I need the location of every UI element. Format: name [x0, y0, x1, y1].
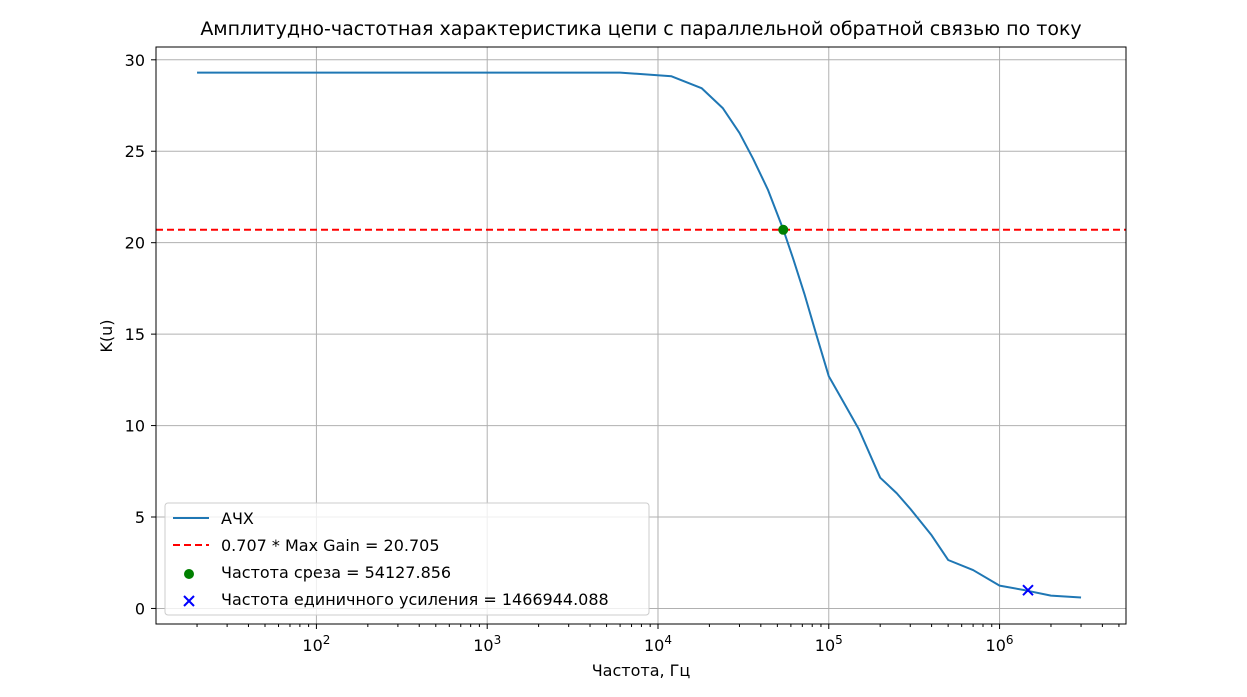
y-axis-label: K(u): [97, 319, 116, 352]
x-axis-label: Частота, Гц: [592, 661, 691, 680]
legend-box: [164, 502, 650, 616]
x-tick-label: 105: [815, 633, 843, 655]
y-tick-label: 0: [135, 599, 145, 618]
x-tick-base: 10: [473, 636, 493, 655]
x-tick-label: 103: [473, 633, 501, 655]
legend-swatch-circle: [184, 569, 194, 579]
x-tick-base: 10: [815, 636, 835, 655]
x-tick-base: 10: [986, 636, 1006, 655]
legend-label: АЧХ: [221, 509, 254, 528]
legend-entry: 0.707 * Max Gain = 20.705: [173, 536, 440, 555]
unity-gain-frequency-point: [1022, 584, 1034, 596]
x-tick-exponent: 4: [664, 633, 672, 647]
legend-label: 0.707 * Max Gain = 20.705: [221, 536, 440, 555]
legend-label: Частота среза = 54127.856: [221, 563, 451, 582]
x-tick-label: 102: [302, 633, 330, 655]
series: [197, 71, 1082, 599]
cutoff-frequency-point: [778, 224, 789, 235]
legend-swatch-x: [183, 595, 195, 607]
x-tick-exponent: 2: [323, 633, 331, 647]
legend-entry: АЧХ: [173, 509, 254, 528]
x-tick-exponent: 5: [835, 633, 843, 647]
series-line-achkh: [197, 71, 1082, 599]
y-tick-label: 15: [125, 325, 145, 344]
y-tick-label: 30: [125, 51, 145, 70]
chart-title: Амплитудно-частотная характеристика цепи…: [200, 18, 1081, 40]
x-tick-base: 10: [302, 636, 322, 655]
x-marker-stroke: [183, 595, 195, 607]
x-tick-label: 104: [644, 633, 672, 655]
legend-entry: Частота среза = 54127.856: [184, 563, 451, 582]
x-tick-exponent: 3: [494, 633, 502, 647]
x-tick-base: 10: [644, 636, 664, 655]
legend-label: Частота единичного усиления = 1466944.08…: [221, 590, 609, 609]
y-tick-label: 25: [125, 142, 145, 161]
y-tick-label: 5: [135, 508, 145, 527]
y-tick-label: 20: [125, 234, 145, 253]
legend-entry: Частота единичного усиления = 1466944.08…: [183, 590, 609, 609]
x-marker-stroke: [1022, 584, 1034, 596]
y-tick-label: 10: [125, 417, 145, 436]
x-tick-exponent: 6: [1006, 633, 1014, 647]
x-tick-label: 106: [986, 633, 1014, 655]
legend: АЧХ 0.707 * Max Gain = 20.705 Частота срез…: [164, 502, 650, 616]
